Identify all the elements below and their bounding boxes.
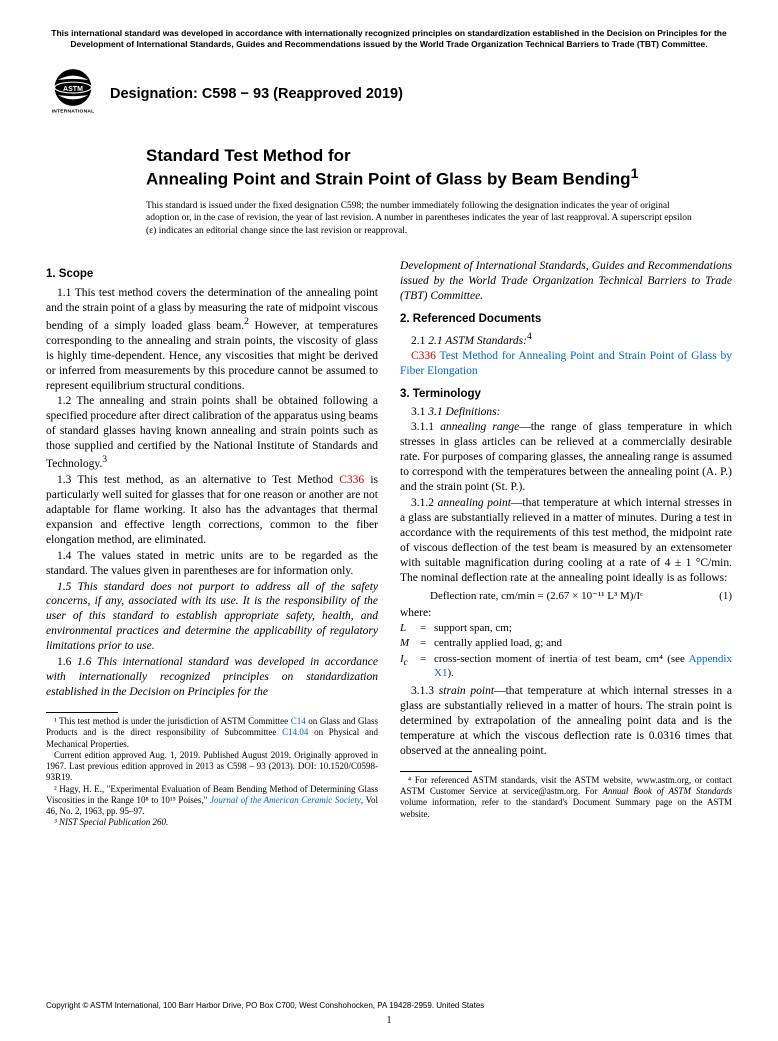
link-jacers[interactable]: Journal of the American Ceramic Society xyxy=(210,795,361,805)
footnote-3: ³ NIST Special Publication 260. xyxy=(46,817,378,828)
footnote-2: ² Hagy, H. E., "Experimental Evaluation … xyxy=(46,784,378,818)
para-3-1-2: 3.1.2 annealing point—that temperature a… xyxy=(400,496,732,586)
footnote-rule-left xyxy=(46,712,118,713)
where-M: M=centrally applied load, g; and xyxy=(400,636,732,650)
left-column: 1. Scope 1.1 This test method covers the… xyxy=(46,259,378,828)
para-1-6-b: Development of International Standards, … xyxy=(400,259,732,304)
para-1-1: 1.1 This test method covers the determin… xyxy=(46,286,378,393)
astm-logo: ASTM INTERNATIONAL xyxy=(46,67,100,121)
page: This international standard was develope… xyxy=(0,0,778,829)
section-2-sub: 2.1 2.1 ASTM Standards:4 xyxy=(400,331,732,349)
where-L: L=support span, cm; xyxy=(400,621,732,635)
header-row: ASTM INTERNATIONAL Designation: C598 − 9… xyxy=(46,67,732,121)
section-2-head: 2. Referenced Documents xyxy=(400,312,732,327)
link-c14-04[interactable]: C14.04 xyxy=(282,727,308,737)
section-1-head: 1. Scope xyxy=(46,267,378,282)
svg-text:INTERNATIONAL: INTERNATIONAL xyxy=(52,108,95,114)
para-1-5: 1.5 This standard does not purport to ad… xyxy=(46,580,378,655)
ref-c336-inline[interactable]: C336 xyxy=(339,474,364,486)
where-Ic: Ic=cross-section moment of inertia of te… xyxy=(400,652,732,681)
footnote-rule-right xyxy=(400,771,472,772)
issuance-note: This standard is issued under the fixed … xyxy=(146,200,692,237)
copyright-footer: Copyright © ASTM International, 100 Barr… xyxy=(46,1001,732,1011)
equation-text: Deflection rate, cm/min = (2.67 × 10⁻¹¹ … xyxy=(430,589,643,603)
footnote-4: ⁴ For referenced ASTM standards, visit t… xyxy=(400,775,732,820)
link-c14[interactable]: C14 xyxy=(291,716,306,726)
para-1-3: 1.3 This test method, as an alternative … xyxy=(46,473,378,548)
equation-number: (1) xyxy=(719,589,732,603)
ref-c336: C336 Test Method for Annealing Point and… xyxy=(400,349,732,379)
right-column: Development of International Standards, … xyxy=(400,259,732,828)
where-label: where: xyxy=(400,606,732,621)
page-number: 1 xyxy=(0,1014,778,1027)
svg-text:ASTM: ASTM xyxy=(63,86,83,93)
title-block: Standard Test Method for Annealing Point… xyxy=(146,145,732,190)
where-list: L=support span, cm; M=centrally applied … xyxy=(400,621,732,680)
title-main: Annealing Point and Strain Point of Glas… xyxy=(146,166,732,190)
para-1-4: 1.4 The values stated in metric units ar… xyxy=(46,549,378,579)
equation-1: Deflection rate, cm/min = (2.67 × 10⁻¹¹ … xyxy=(430,589,732,603)
designation: Designation: C598 − 93 (Reapproved 2019) xyxy=(110,85,403,104)
top-committee-note: This international standard was develope… xyxy=(46,28,732,51)
para-3-1-1: 3.1.1 annealing range—the range of glass… xyxy=(400,420,732,495)
para-1-2: 1.2 The annealing and strain points shal… xyxy=(46,394,378,472)
ref-c336-code[interactable]: C336 xyxy=(411,350,436,362)
para-3-1-3: 3.1.3 strain point—that temperature at w… xyxy=(400,684,732,759)
para-1-6-a: 1.6 1.6 This international standard was … xyxy=(46,655,378,700)
footnote-1: ¹ This test method is under the jurisdic… xyxy=(46,716,378,750)
footnote-1b: Current edition approved Aug. 1, 2019. P… xyxy=(46,750,378,784)
section-3-sub: 3.1 3.1 Definitions: xyxy=(400,405,732,420)
two-column-body: 1. Scope 1.1 This test method covers the… xyxy=(46,259,732,828)
title-prefix: Standard Test Method for xyxy=(146,145,732,166)
section-3-head: 3. Terminology xyxy=(400,387,732,402)
ref-c336-title[interactable]: Test Method for Annealing Point and Stra… xyxy=(400,350,732,377)
